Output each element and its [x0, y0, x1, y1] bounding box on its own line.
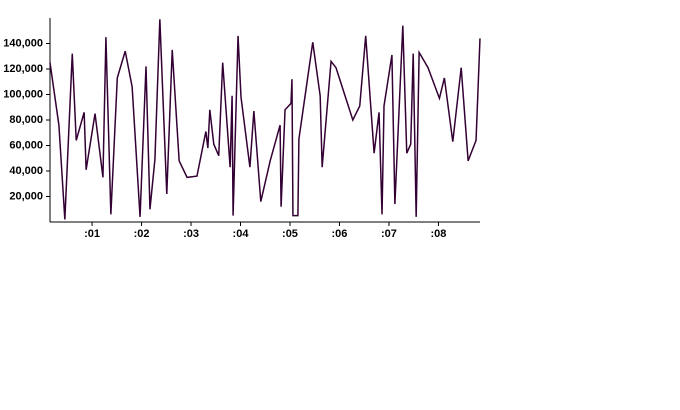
- y-tick-label: 20,000: [9, 190, 43, 202]
- x-tick-label: :04: [233, 228, 250, 240]
- x-tick-label: :02: [134, 228, 150, 240]
- x-tick-label: :07: [381, 228, 397, 240]
- y-tick-label: 80,000: [9, 114, 43, 126]
- x-tick-label: :01: [84, 228, 100, 240]
- y-tick-label: 140,000: [3, 37, 43, 49]
- y-tick-label: 120,000: [3, 63, 43, 75]
- x-tick-label: :06: [332, 228, 348, 240]
- x-tick-label: :03: [183, 228, 199, 240]
- y-tick-label: 40,000: [9, 165, 43, 177]
- y-tick-label: 60,000: [9, 139, 43, 151]
- line: [49, 19, 481, 220]
- y-tick-label: 100,000: [3, 88, 43, 100]
- x-tick-label: :08: [430, 228, 446, 240]
- x-tick-label: :05: [282, 228, 298, 240]
